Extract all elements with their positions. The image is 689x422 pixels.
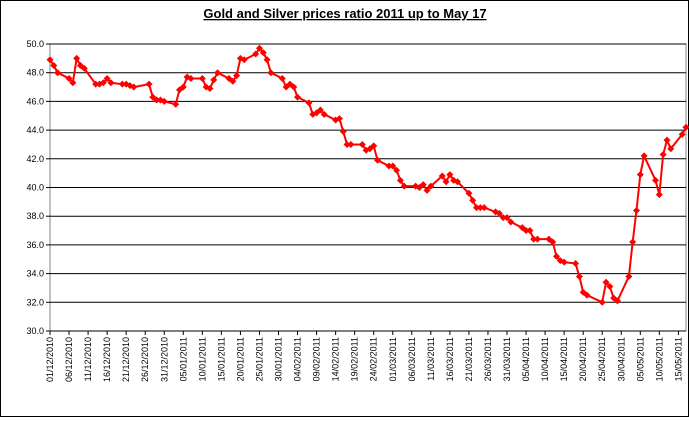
x-tick-label: 10/05/2011 — [654, 337, 664, 381]
chart-title: Gold and Silver prices ratio 2011 up to … — [203, 6, 486, 21]
x-tick-label: 14/02/2011 — [331, 337, 341, 381]
x-tick-label: 16/12/2010 — [102, 337, 112, 382]
x-tick-label: 15/04/2011 — [559, 337, 569, 381]
x-tick-label: 30/01/2011 — [274, 337, 284, 381]
x-tick-label: 01/12/2010 — [45, 337, 55, 382]
x-tick-label: 30/04/2011 — [616, 337, 626, 381]
x-tick-label: 11/12/2010 — [83, 337, 93, 381]
x-tick-label: 26/03/2011 — [483, 337, 493, 381]
x-tick-label: 09/02/2011 — [312, 337, 322, 381]
y-tick-label: 46.0 — [26, 96, 44, 106]
x-tick-label: 26/12/2010 — [140, 337, 150, 382]
x-tick-label: 31/03/2011 — [502, 337, 512, 381]
y-tick-label: 32.0 — [26, 297, 44, 307]
y-tick-label: 40.0 — [26, 183, 44, 193]
x-tick-label: 24/02/2011 — [369, 337, 379, 381]
x-tick-label: 21/03/2011 — [464, 337, 474, 381]
y-tick-label: 50.0 — [26, 39, 44, 49]
x-tick-label: 01/03/2011 — [388, 337, 398, 381]
x-tick-label: 10/01/2011 — [197, 337, 207, 381]
y-tick-label: 38.0 — [26, 211, 44, 221]
x-tick-label: 11/03/2011 — [426, 337, 436, 381]
x-tick-label: 04/02/2011 — [293, 337, 303, 381]
x-tick-label: 05/01/2011 — [178, 337, 188, 381]
y-tick-label: 34.0 — [26, 269, 44, 279]
x-tick-label: 06/03/2011 — [407, 337, 417, 381]
x-tick-label: 21/12/2010 — [121, 337, 131, 382]
x-tick-label: 10/04/2011 — [540, 337, 550, 381]
x-tick-label: 06/12/2010 — [64, 337, 74, 382]
y-tick-label: 44.0 — [26, 125, 44, 135]
x-tick-label: 05/05/2011 — [635, 337, 645, 381]
y-tick-label: 42.0 — [26, 154, 44, 164]
y-tick-label: 48.0 — [26, 68, 44, 78]
x-tick-label: 05/04/2011 — [521, 337, 531, 381]
x-tick-label: 25/04/2011 — [597, 337, 607, 381]
y-tick-label: 36.0 — [26, 240, 44, 250]
x-tick-label: 20/04/2011 — [578, 337, 588, 381]
x-tick-label: 25/01/2011 — [254, 337, 264, 381]
x-tick-label: 19/02/2011 — [350, 337, 360, 381]
x-tick-label: 15/01/2011 — [216, 337, 226, 381]
y-tick-label: 30.0 — [26, 326, 44, 336]
x-tick-label: 16/03/2011 — [445, 337, 455, 381]
x-tick-label: 15/05/2011 — [673, 337, 683, 381]
x-tick-label: 31/12/2010 — [159, 337, 169, 382]
x-tick-label: 20/01/2011 — [235, 337, 245, 381]
